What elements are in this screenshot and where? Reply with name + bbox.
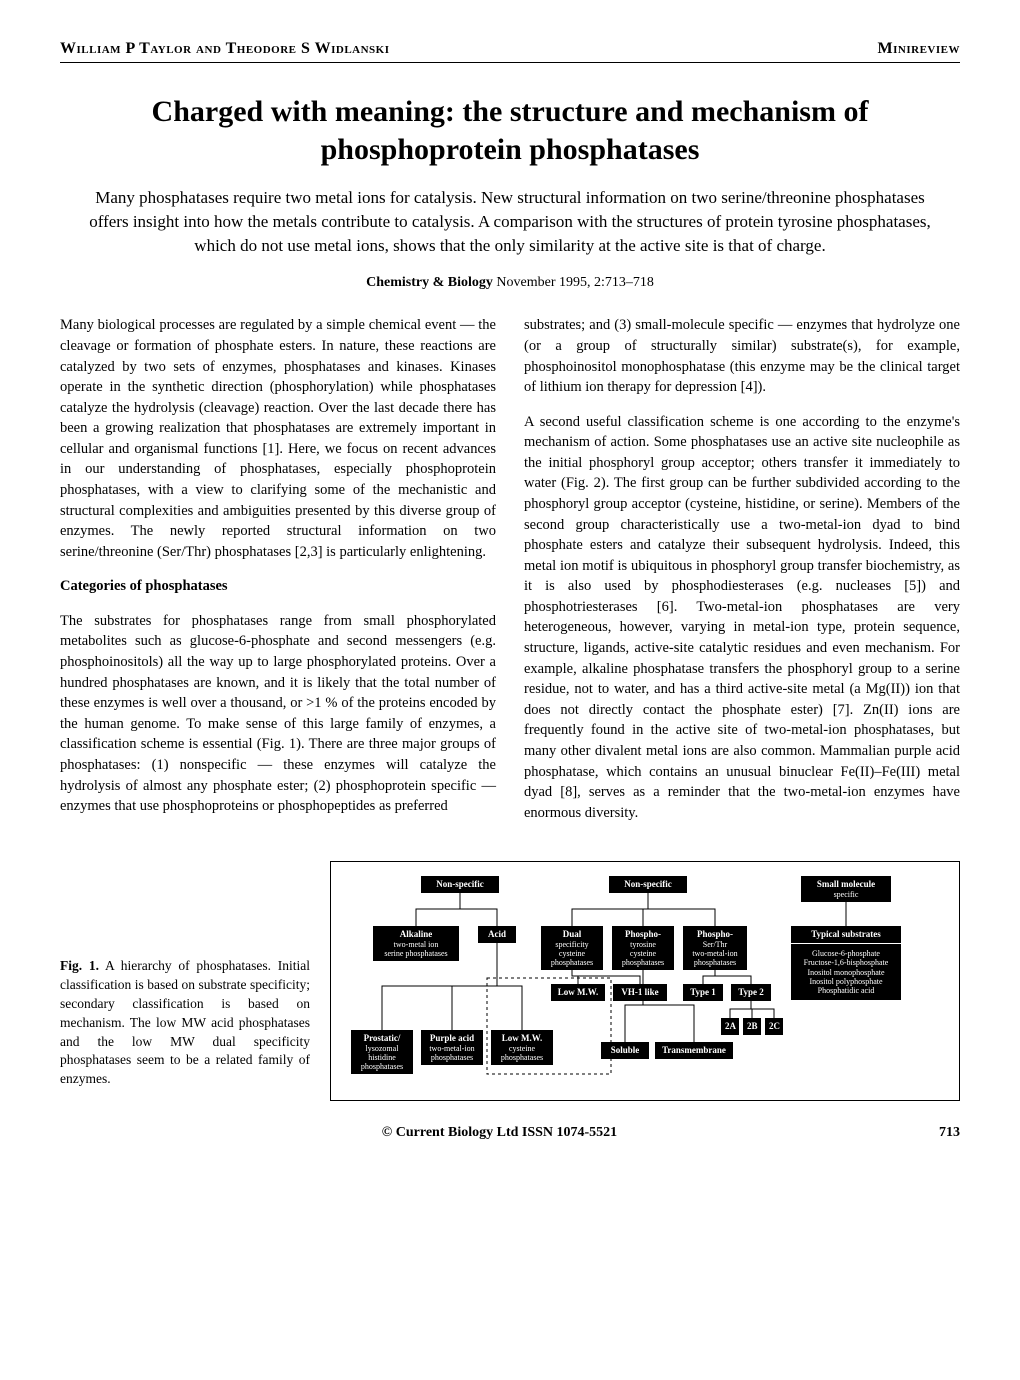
journal-name: Chemistry & Biology [366,275,493,290]
diagram-node-transmem: Transmembrane [655,1042,733,1058]
diagram-node-smallmol: Small moleculespecific [801,876,891,902]
diagram-node-2a: 2A [721,1018,739,1034]
figure-label: Fig. 1. [60,958,99,973]
diagram-node-nonspec1: Non-specific [421,876,499,892]
figure-caption-text: A hierarchy of phosphatases. Initial cla… [60,958,310,1086]
diagram-node-substrates: Glucose-6-phosphateFructose-1,6-bisphosp… [791,944,901,1000]
figure-1: Fig. 1. A hierarchy of phosphatases. Ini… [60,861,960,1101]
abstract: Many phosphatases require two metal ions… [80,186,940,257]
column-right: substrates; and (3) small-molecule speci… [524,315,960,837]
copyright: © Current Biology Ltd ISSN 1074-5521 [382,1125,617,1141]
section-header: Categories of phosphatases [60,576,496,597]
phosphatase-hierarchy-diagram: Non-specific Non-specific Small moleculesp… [330,861,960,1101]
diagram-node-alkaline: Alkalinetwo-metal ionserine phosphatases [373,926,459,961]
diagram-node-type2: Type 2 [731,984,771,1000]
citation-volpages: 2:713–718 [594,275,654,290]
diagram-node-type1: Type 1 [683,984,723,1000]
diagram-node-2c: 2C [765,1018,783,1034]
diagram-node-dual: Dualspecificitycysteinephosphatases [541,926,603,970]
body-columns: Many biological processes are regulated … [60,315,960,837]
diagram-node-lowmw1: Low M.W. [551,984,605,1000]
diagram-node-2b: 2B [743,1018,761,1034]
diagram-node-vh1: VH-1 like [613,984,667,1000]
col2-p1: substrates; and (3) small-molecule speci… [524,315,960,397]
categories-paragraph: The substrates for phosphatases range fr… [60,611,496,817]
diagram-node-nonspec2: Non-specific [609,876,687,892]
article-title: Charged with meaning: the structure and … [60,93,960,168]
article-type: Minireview [878,40,960,58]
citation-date: November 1995, [496,275,590,290]
citation: Chemistry & Biology November 1995, 2:713… [60,275,960,291]
col2-p2: A second useful classification scheme is… [524,412,960,824]
diagram-node-typsub: Typical substrates [791,926,901,942]
authors: William P Taylor and Theodore S Widlansk… [60,40,390,58]
diagram-node-acid: Acid [478,926,516,942]
column-left: Many biological processes are regulated … [60,315,496,837]
diagram-node-lowmw2: Low M.W.cysteinephosphatases [491,1030,553,1065]
figure-caption: Fig. 1. A hierarchy of phosphatases. Ini… [60,957,310,1101]
page-number: 713 [939,1125,960,1141]
diagram-node-prostatic: Prostatic/lysozomalhistidinephosphatases [351,1030,413,1074]
diagram-node-pser: Phospho-Ser/Thrtwo-metal-ionphosphatases [683,926,747,970]
diagram-node-ptyr: Phospho-tyrosinecysteinephosphatases [612,926,674,970]
diagram-node-soluble: Soluble [601,1042,649,1058]
diagram-node-purple: Purple acidtwo-metal-ionphosphatases [421,1030,483,1065]
intro-paragraph: Many biological processes are regulated … [60,315,496,562]
page-footer: © Current Biology Ltd ISSN 1074-5521 713 [60,1125,960,1141]
